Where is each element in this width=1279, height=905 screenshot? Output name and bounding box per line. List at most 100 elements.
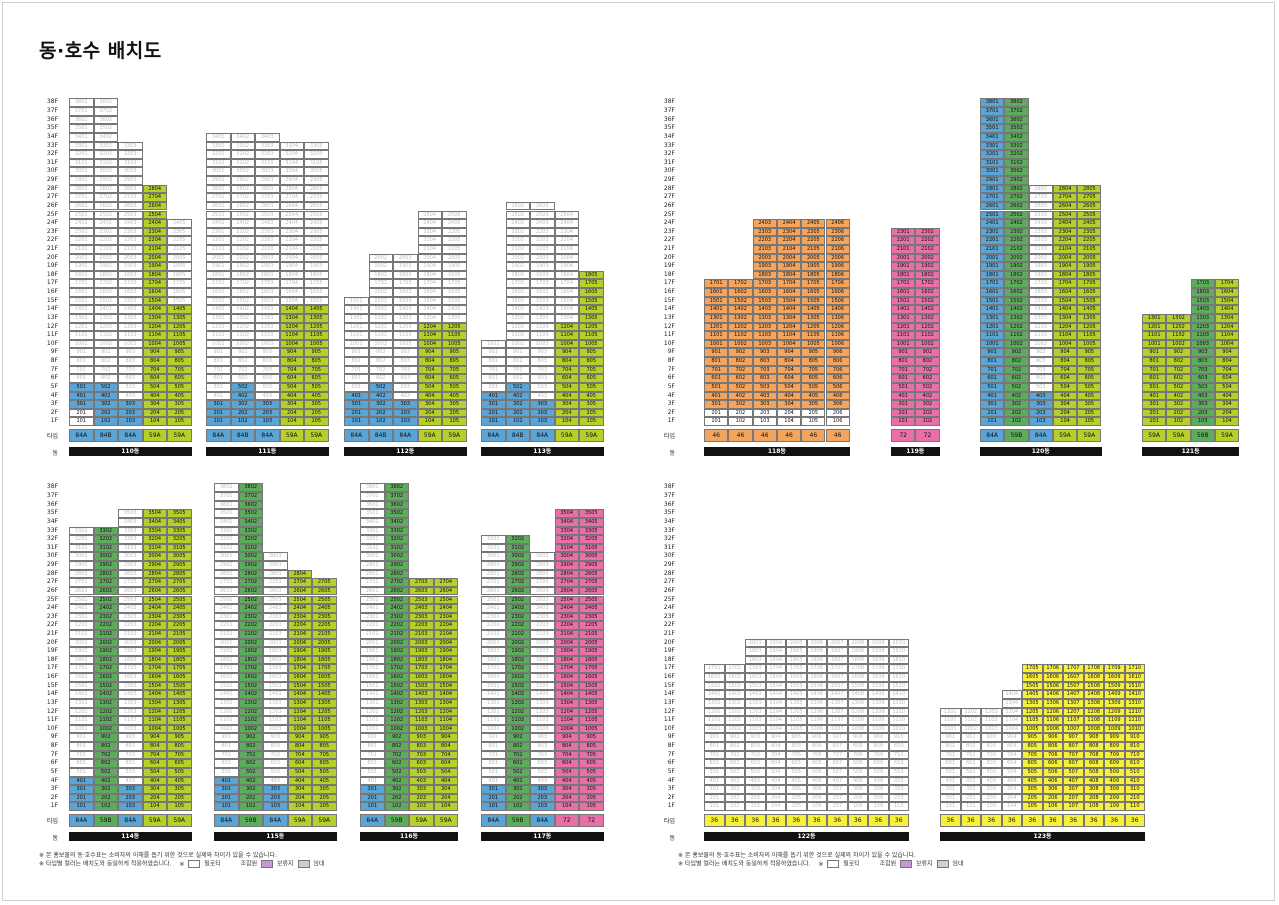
unit-cell: 604 <box>1001 759 1022 768</box>
unit-cell: 3102 <box>230 158 255 168</box>
unit-cell: 3202 <box>93 535 118 544</box>
unit-cell: 1705 <box>304 279 329 289</box>
unit-cell: 1007 <box>827 724 848 734</box>
unit-cell: 1205 <box>801 322 826 332</box>
unit-cell: 705 <box>1077 365 1102 375</box>
unit-cell: 1702 <box>230 279 255 289</box>
unit-cell: 1505 <box>167 296 192 306</box>
unit-cell: 401 <box>481 776 506 786</box>
unit-cell: 1704 <box>287 664 312 674</box>
unit-cell: 605 <box>442 374 467 383</box>
unit-cell: 801 <box>891 357 916 366</box>
unit-cell: 705 <box>304 365 329 375</box>
unit-cell: 1305 <box>167 698 192 708</box>
unit-cell: 901 <box>214 733 239 743</box>
floor-label: 4F <box>667 776 675 784</box>
unit-cell: 603 <box>409 759 434 768</box>
unit-cell: 403 <box>263 776 288 786</box>
unit-cell: 506 <box>825 382 850 392</box>
unit-cell: 504 <box>433 767 458 777</box>
unit-cell: 1602 <box>384 673 409 682</box>
unit-cell: 2902 <box>505 561 530 570</box>
unit-cell: 1002 <box>368 339 393 349</box>
unit-cell: 1904 <box>765 647 786 656</box>
unit-cell: 604 <box>554 374 579 383</box>
unit-cell: 604 <box>776 374 802 383</box>
unit-cell: 2102 <box>1004 244 1029 254</box>
unit-cell: 903 <box>263 733 288 743</box>
unit-cell: 1705 <box>786 664 807 674</box>
unit-cell: 1706 <box>806 664 827 674</box>
unit-cell: 2902 <box>1004 176 1029 185</box>
unit-cell: 1207 <box>1063 707 1084 717</box>
unit-cell: 1301 <box>891 313 916 323</box>
unit-cell: 1801 <box>980 270 1005 280</box>
unit-cell: 1502 <box>93 681 118 691</box>
unit-cell: 1604 <box>554 288 579 297</box>
unit-cell: 807 <box>827 742 848 751</box>
unit-cell: 3401 <box>360 517 385 527</box>
unit-cell: 1509 <box>868 681 889 691</box>
unit-cell: 701 <box>704 750 725 760</box>
unit-cell: 1602 <box>505 288 530 297</box>
unit-cell: 2303 <box>263 612 288 622</box>
unit-cell: 2203 <box>752 236 777 245</box>
unit-cell: 204 <box>142 408 167 418</box>
type-cell: 72 <box>554 814 579 827</box>
unit-cell: 401 <box>704 776 725 786</box>
unit-cell: 3305 <box>304 141 329 151</box>
unit-cell: 3304 <box>142 526 167 536</box>
unit-cell: 2704 <box>433 578 458 587</box>
unit-cell: 1104 <box>287 716 312 725</box>
unit-cell: 2305 <box>167 227 192 237</box>
unit-cell: 502 <box>93 382 118 392</box>
floor-label: 7F <box>50 365 58 373</box>
unit-cell: 601 <box>891 374 916 383</box>
dong-label: 113동 <box>481 447 604 456</box>
unit-cell: 1205 <box>1077 322 1102 332</box>
unit-cell: 2102 <box>238 629 263 639</box>
unit-cell: 603 <box>745 759 766 768</box>
unit-cell: 1104 <box>554 331 579 340</box>
unit-cell: 3502 <box>93 124 118 133</box>
unit-cell: 1805 <box>304 270 329 280</box>
unit-cell: 1401 <box>206 305 231 314</box>
unit-cell: 401 <box>481 391 506 401</box>
unit-cell: 904 <box>142 348 167 358</box>
unit-cell: 903 <box>981 733 1002 743</box>
unit-cell: 403 <box>745 776 766 786</box>
unit-cell: 1403 <box>1190 305 1215 314</box>
unit-cell: 2301 <box>69 612 94 622</box>
floor-label: 20F <box>663 638 675 646</box>
unit-cell: 503 <box>263 767 288 777</box>
type-cell: 36 <box>745 814 766 827</box>
unit-cell: 2603 <box>118 201 143 211</box>
unit-cell: 1405 <box>442 305 467 314</box>
unit-cell: 301 <box>69 785 94 794</box>
type-cell: 59A <box>579 429 604 442</box>
unit-cell: 1101 <box>891 331 916 340</box>
unit-cell: 2003 <box>409 638 434 648</box>
unit-cell: 1403 <box>1028 305 1053 314</box>
unit-cell: 3504 <box>142 509 167 518</box>
unit-cell: 705 <box>167 365 192 375</box>
unit-cell: 502 <box>724 767 745 777</box>
unit-cell: 202 <box>93 793 118 803</box>
floor-label: 12F <box>663 707 675 715</box>
unit-cell: 1703 <box>263 664 288 674</box>
unit-cell: 403 <box>255 391 280 401</box>
unit-cell: 1203 <box>752 322 777 332</box>
type-cell: 36 <box>940 814 961 827</box>
unit-cell: 2106 <box>825 244 850 254</box>
unit-cell: 103 <box>530 417 555 426</box>
unit-cell: 1802 <box>238 655 263 665</box>
unit-cell: 701 <box>69 750 94 760</box>
type-cell: 59A <box>1077 429 1102 442</box>
unit-cell: 2705 <box>167 578 192 587</box>
dong-label: 112동 <box>344 447 467 456</box>
unit-cell: 203 <box>118 793 143 803</box>
unit-cell: 1502 <box>384 681 409 691</box>
unit-cell: 2701 <box>481 578 506 587</box>
unit-cell: 3503 <box>118 509 143 518</box>
unit-cell: 2003 <box>255 253 280 263</box>
